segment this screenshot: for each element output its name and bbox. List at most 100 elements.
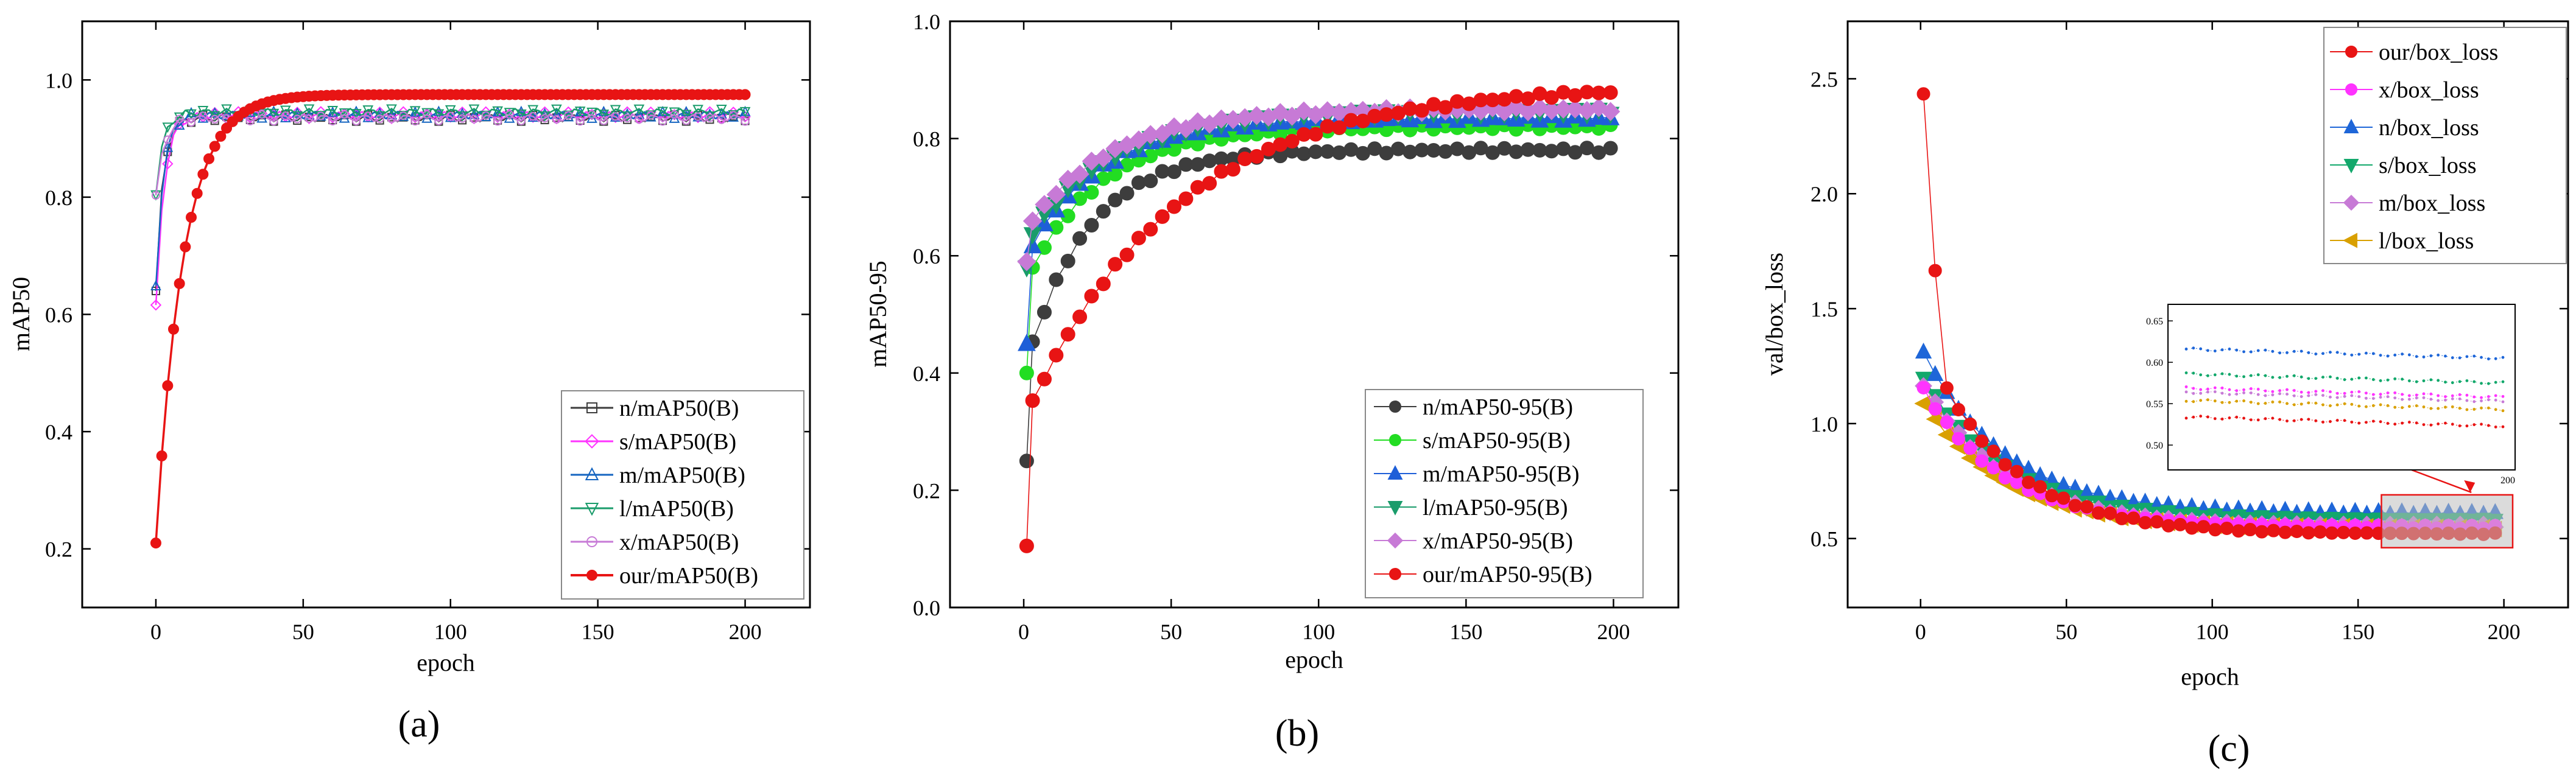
inset-data-point (2429, 354, 2433, 357)
inset-data-point (2407, 405, 2411, 408)
chart-b-ylabel: mAP50-95 (864, 261, 892, 368)
inset-data-point (2199, 399, 2203, 402)
data-point (1915, 342, 1932, 359)
inset-data-point (2271, 393, 2275, 397)
inset-data-point (2321, 394, 2324, 397)
data-point (2197, 520, 2211, 534)
data-point (2010, 464, 2024, 478)
data-point (1916, 381, 1930, 395)
inset-data-point (2465, 355, 2469, 359)
inset-data-point (2472, 380, 2476, 383)
inset-data-point (2307, 377, 2310, 380)
chart-c-ylabel: val/box_loss (1761, 253, 1788, 376)
inset-data-point (2386, 378, 2390, 382)
data-point (2313, 525, 2327, 539)
chart-c-inset-frame (2167, 304, 2516, 471)
inset-data-point (2264, 348, 2267, 352)
inset-data-point (2350, 390, 2354, 394)
data-point (2325, 526, 2339, 540)
inset-data-point (2422, 405, 2426, 408)
inset-data-point (2407, 421, 2411, 424)
inset-data-point (2501, 409, 2505, 413)
inset-data-point (2286, 419, 2289, 423)
data-point (433, 109, 445, 120)
inset-data-point (2350, 402, 2354, 406)
data-point (1603, 141, 1618, 156)
data-point (1987, 461, 2001, 475)
x-tick-label: 200 (1597, 620, 1630, 644)
data-point (2091, 506, 2105, 520)
data-point (175, 114, 184, 124)
data-point (209, 141, 220, 152)
inset-data-point (2242, 391, 2245, 394)
chart-c-legend-box (2323, 27, 2567, 264)
data-point (1916, 87, 1930, 101)
inset-data-point (2335, 351, 2339, 354)
y-tick-label: 0.2 (45, 537, 72, 562)
legend-marker (2343, 233, 2357, 248)
data-point (551, 108, 562, 119)
data-point (1096, 276, 1111, 292)
inset-data-point (2278, 389, 2282, 393)
data-point (1094, 148, 1113, 168)
data-point (1119, 186, 1135, 201)
inset-data-point (2213, 399, 2217, 403)
inset-data-point (2321, 376, 2324, 379)
inset-data-point (2228, 401, 2231, 404)
inset-data-point (2242, 375, 2245, 379)
data-point (564, 111, 573, 120)
data-point (1019, 365, 1034, 380)
inset-data-point (2444, 398, 2447, 402)
inset-data-point (2401, 397, 2404, 401)
y-tick-label: 0.4 (45, 420, 72, 444)
data-point (197, 106, 209, 117)
legend-marker (1387, 532, 1404, 549)
data-point (1506, 97, 1526, 117)
inset-data-point (2264, 394, 2267, 397)
data-point (1508, 89, 1524, 104)
chart-b-legend-box (1365, 389, 1644, 598)
inset-data-point (2307, 418, 2310, 421)
y-tick-label: 0.6 (913, 244, 940, 268)
inset-data-point (2286, 388, 2289, 391)
data-point (1025, 393, 1040, 408)
inset-data-point (2256, 393, 2260, 396)
inset-data-point (2300, 402, 2303, 406)
data-point (1247, 106, 1267, 125)
inset-data-point (2429, 423, 2433, 427)
legend-label: l/mAP50-95(B) (1423, 495, 1568, 520)
data-point (1998, 458, 2012, 472)
data-point (1438, 100, 1453, 115)
inset-data-point (2278, 392, 2282, 396)
inset-data-point (2437, 422, 2440, 425)
data-point (717, 115, 726, 124)
legend-label: m/mAP50-95(B) (1423, 461, 1580, 487)
inset-data-point (2292, 394, 2296, 397)
inset-data-point (2206, 374, 2209, 377)
inset-data-point (2292, 403, 2296, 407)
data-point (610, 105, 621, 116)
inset-data-point (2321, 403, 2324, 407)
data-point (445, 105, 456, 116)
data-point (540, 114, 549, 123)
data-point (2057, 491, 2071, 505)
data-point (739, 89, 751, 100)
legend-label: m/box_loss (2379, 191, 2485, 216)
inset-data-point (2249, 350, 2253, 354)
inset-data-point (2415, 355, 2418, 359)
data-point (1438, 144, 1453, 159)
inset-data-point (2371, 419, 2375, 423)
data-point (191, 187, 203, 199)
data-point (2080, 500, 2094, 514)
inset-data-point (2314, 377, 2318, 380)
inset-data-point (2429, 392, 2433, 396)
inset-data-point (2228, 393, 2231, 396)
inset-data-point (2235, 393, 2239, 396)
legend-marker (585, 467, 599, 480)
inset-data-point (2350, 353, 2354, 357)
data-point (1963, 417, 1977, 431)
data-point (1600, 102, 1621, 121)
x-tick-label: 0 (1018, 620, 1029, 644)
data-point (221, 104, 232, 115)
data-point (1530, 98, 1550, 117)
